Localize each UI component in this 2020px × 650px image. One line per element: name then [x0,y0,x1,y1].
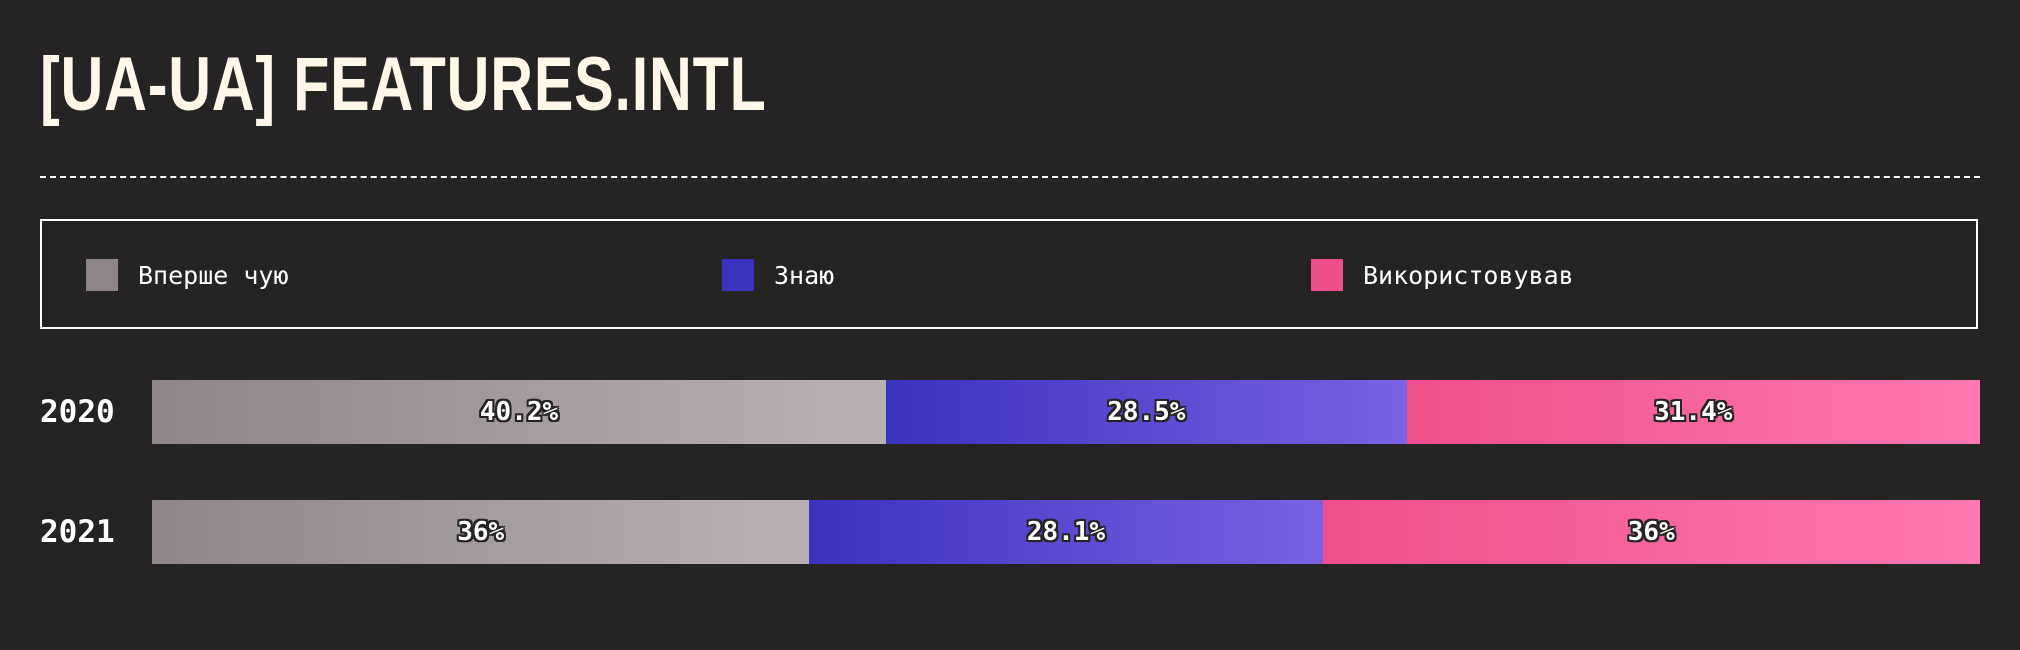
bar-value-label: 28.5% [1107,397,1186,427]
legend-swatch-first-heard [86,259,118,291]
bar-segment-2020-know: 28.5% [886,380,1407,444]
legend-label-first-heard: Вперше чую [138,260,289,290]
bar-segment-2021-know: 28.1% [809,500,1323,564]
bar-segment-2021-first-heard: 36% [152,500,810,564]
bar-segment-2021-used: 36% [1322,500,1980,564]
dashed-divider [40,176,1980,178]
legend-item-first-heard: Вперше чую [86,259,289,291]
page-title: [UA-UA] FEATURES.INTL [40,42,767,127]
chart-legend: Вперше чую Знаю Використовував [40,219,1978,329]
bar-value-label: 31.4% [1654,397,1733,427]
bar-value-label: 40.2% [479,397,559,427]
bar-segment-2020-first-heard: 40.2% [152,380,887,444]
legend-label-know: Знаю [774,260,835,290]
legend-item-used: Використовував [1311,259,1574,291]
legend-swatch-know [722,259,754,291]
legend-swatch-used [1311,259,1343,291]
bar-value-label: 36% [457,517,505,547]
bar-row-2020: 40.2% 28.5% 31.4% [152,380,1980,444]
legend-label-used: Використовував [1363,260,1574,290]
bar-value-label: 28.1% [1026,517,1106,547]
bar-value-label: 36% [1627,517,1675,547]
legend-item-know: Знаю [722,259,834,291]
row-label-2021: 2021 [40,514,115,550]
bar-row-2021: 36% 28.1% 36% [152,500,1980,564]
bar-segment-2020-used: 31.4% [1406,380,1980,444]
row-label-2020: 2020 [40,394,115,430]
